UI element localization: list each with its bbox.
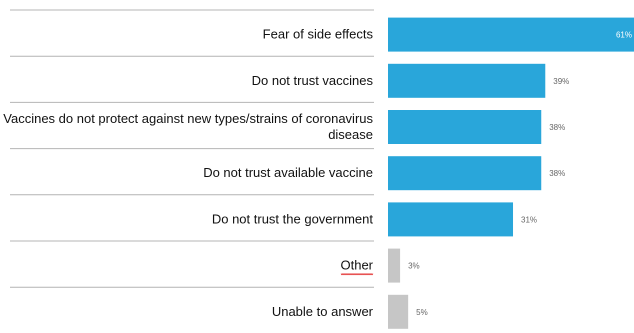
category-label: Unable to answer xyxy=(272,304,374,319)
bar xyxy=(388,156,542,191)
category-label: Do not trust vaccines xyxy=(252,73,374,88)
bar xyxy=(388,248,401,283)
bar xyxy=(388,17,634,52)
value-label: 38% xyxy=(549,169,565,178)
value-label: 5% xyxy=(416,308,428,317)
category-label: Do not trust available vaccine xyxy=(203,165,373,180)
bar xyxy=(388,202,514,237)
bar xyxy=(388,294,409,329)
value-label: 3% xyxy=(408,262,420,271)
bar xyxy=(388,110,542,144)
spellcheck-underline xyxy=(340,272,374,276)
bar xyxy=(388,63,546,98)
row-dividers xyxy=(10,9,374,288)
category-label: Other xyxy=(340,258,373,273)
category-label: Do not trust the government xyxy=(212,211,374,226)
category-label: Vaccines do not protect against new type… xyxy=(3,111,373,142)
category-label: Fear of side effects xyxy=(263,27,374,42)
value-label: 61% xyxy=(616,31,632,40)
category-labels: Fear of side effects Do not trust vaccine… xyxy=(3,27,373,319)
value-label: 31% xyxy=(521,215,537,224)
bars xyxy=(388,17,634,329)
value-label: 39% xyxy=(553,77,569,86)
value-labels: 61% 39% 38% 38% 31% 3% 5% xyxy=(408,31,632,317)
value-label: 38% xyxy=(549,123,565,132)
